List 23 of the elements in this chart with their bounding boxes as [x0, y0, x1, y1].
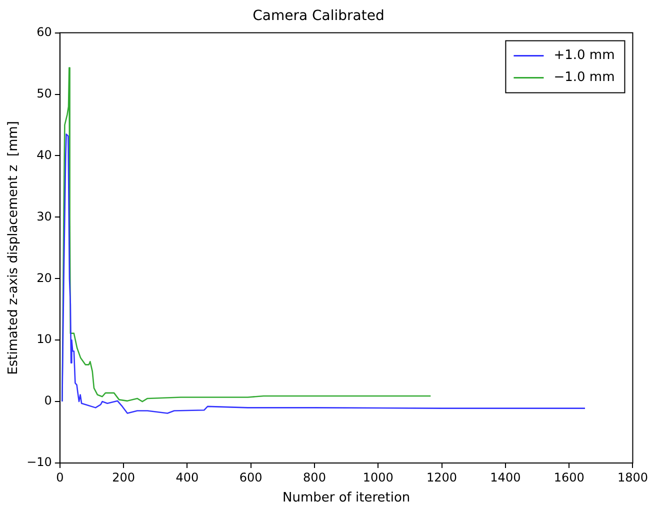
y-axis-title: Estimated z-axis displacement z [mm] [6, 120, 22, 375]
x-tick-label: 800 [303, 470, 326, 484]
x-tick-label: 600 [239, 470, 262, 484]
y-tick-label: 10 [36, 332, 52, 346]
x-tick-label: 1400 [490, 470, 521, 484]
x-tick-label: 1000 [362, 470, 394, 484]
y-tick-label: 0 [44, 394, 52, 408]
y-tick-label: 20 [36, 270, 52, 285]
x-tick-label: 400 [176, 470, 199, 484]
x-tick-label: 200 [112, 470, 136, 484]
y-tick-label: −10 [26, 455, 52, 470]
x-tick-label: 1800 [617, 470, 648, 484]
x-tick-label: 1200 [426, 470, 458, 484]
y-tick-label: 60 [36, 24, 52, 39]
x-axis-title: Number of iteretion [282, 490, 410, 506]
x-tick-label: 0 [56, 470, 64, 484]
y-tick-label: 30 [36, 209, 52, 224]
legend-label: +1.0 mm [554, 48, 615, 64]
legend-label: −1.0 mm [554, 70, 615, 86]
chart-title: Camera Calibrated [252, 8, 384, 24]
y-tick-label: 50 [36, 86, 52, 100]
x-tick-label: 1600 [554, 470, 584, 484]
y-tick-label: 40 [36, 148, 52, 162]
